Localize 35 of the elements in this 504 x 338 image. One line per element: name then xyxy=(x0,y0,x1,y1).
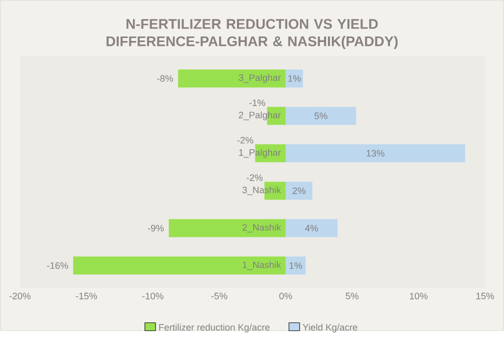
chart-title: N-FERTILIZER REDUCTION VS YIELD DIFFERENCE-PALGHAR & NASHIK(PADDY) xyxy=(106,19,398,50)
data-label: 1% xyxy=(288,75,301,82)
bar xyxy=(178,70,286,88)
data-label: -9% xyxy=(148,224,164,232)
data-label: 1% xyxy=(290,262,302,269)
bar xyxy=(168,219,286,238)
x-tick-label: -15% xyxy=(76,292,97,300)
data-label: -2% xyxy=(246,174,263,181)
legend-label: Fertilizer reduction Kg/acre xyxy=(159,324,270,333)
bar xyxy=(286,182,312,200)
data-label: -2% xyxy=(237,136,254,144)
data-label: -8% xyxy=(157,75,174,82)
x-tick-label: 15% xyxy=(476,292,494,300)
x-tick-label: 5% xyxy=(346,292,359,300)
data-label: 4% xyxy=(305,224,318,232)
bar xyxy=(286,106,356,125)
bar xyxy=(286,256,306,275)
x-tick-label: -5% xyxy=(211,292,228,300)
x-tick-label: 0% xyxy=(279,292,292,300)
bar xyxy=(286,144,466,162)
data-label: 2% xyxy=(292,188,306,194)
data-label: -1% xyxy=(249,100,266,106)
bar xyxy=(286,70,303,88)
data-label: 13% xyxy=(366,150,384,157)
y-tick-label: 3_Palghar xyxy=(238,74,281,83)
data-label: -16% xyxy=(47,262,68,269)
x-tick-label: -20% xyxy=(10,292,31,300)
y-tick-label: 2_Nashik xyxy=(242,224,282,233)
bar xyxy=(73,256,286,275)
bar xyxy=(286,219,338,238)
x-tick-label: -10% xyxy=(142,292,164,300)
legend-label: Yield Kg/acre xyxy=(302,324,358,333)
y-tick-label: 1_Nashik xyxy=(242,261,282,270)
data-label: 5% xyxy=(314,112,328,120)
x-tick-label: 10% xyxy=(410,292,428,300)
